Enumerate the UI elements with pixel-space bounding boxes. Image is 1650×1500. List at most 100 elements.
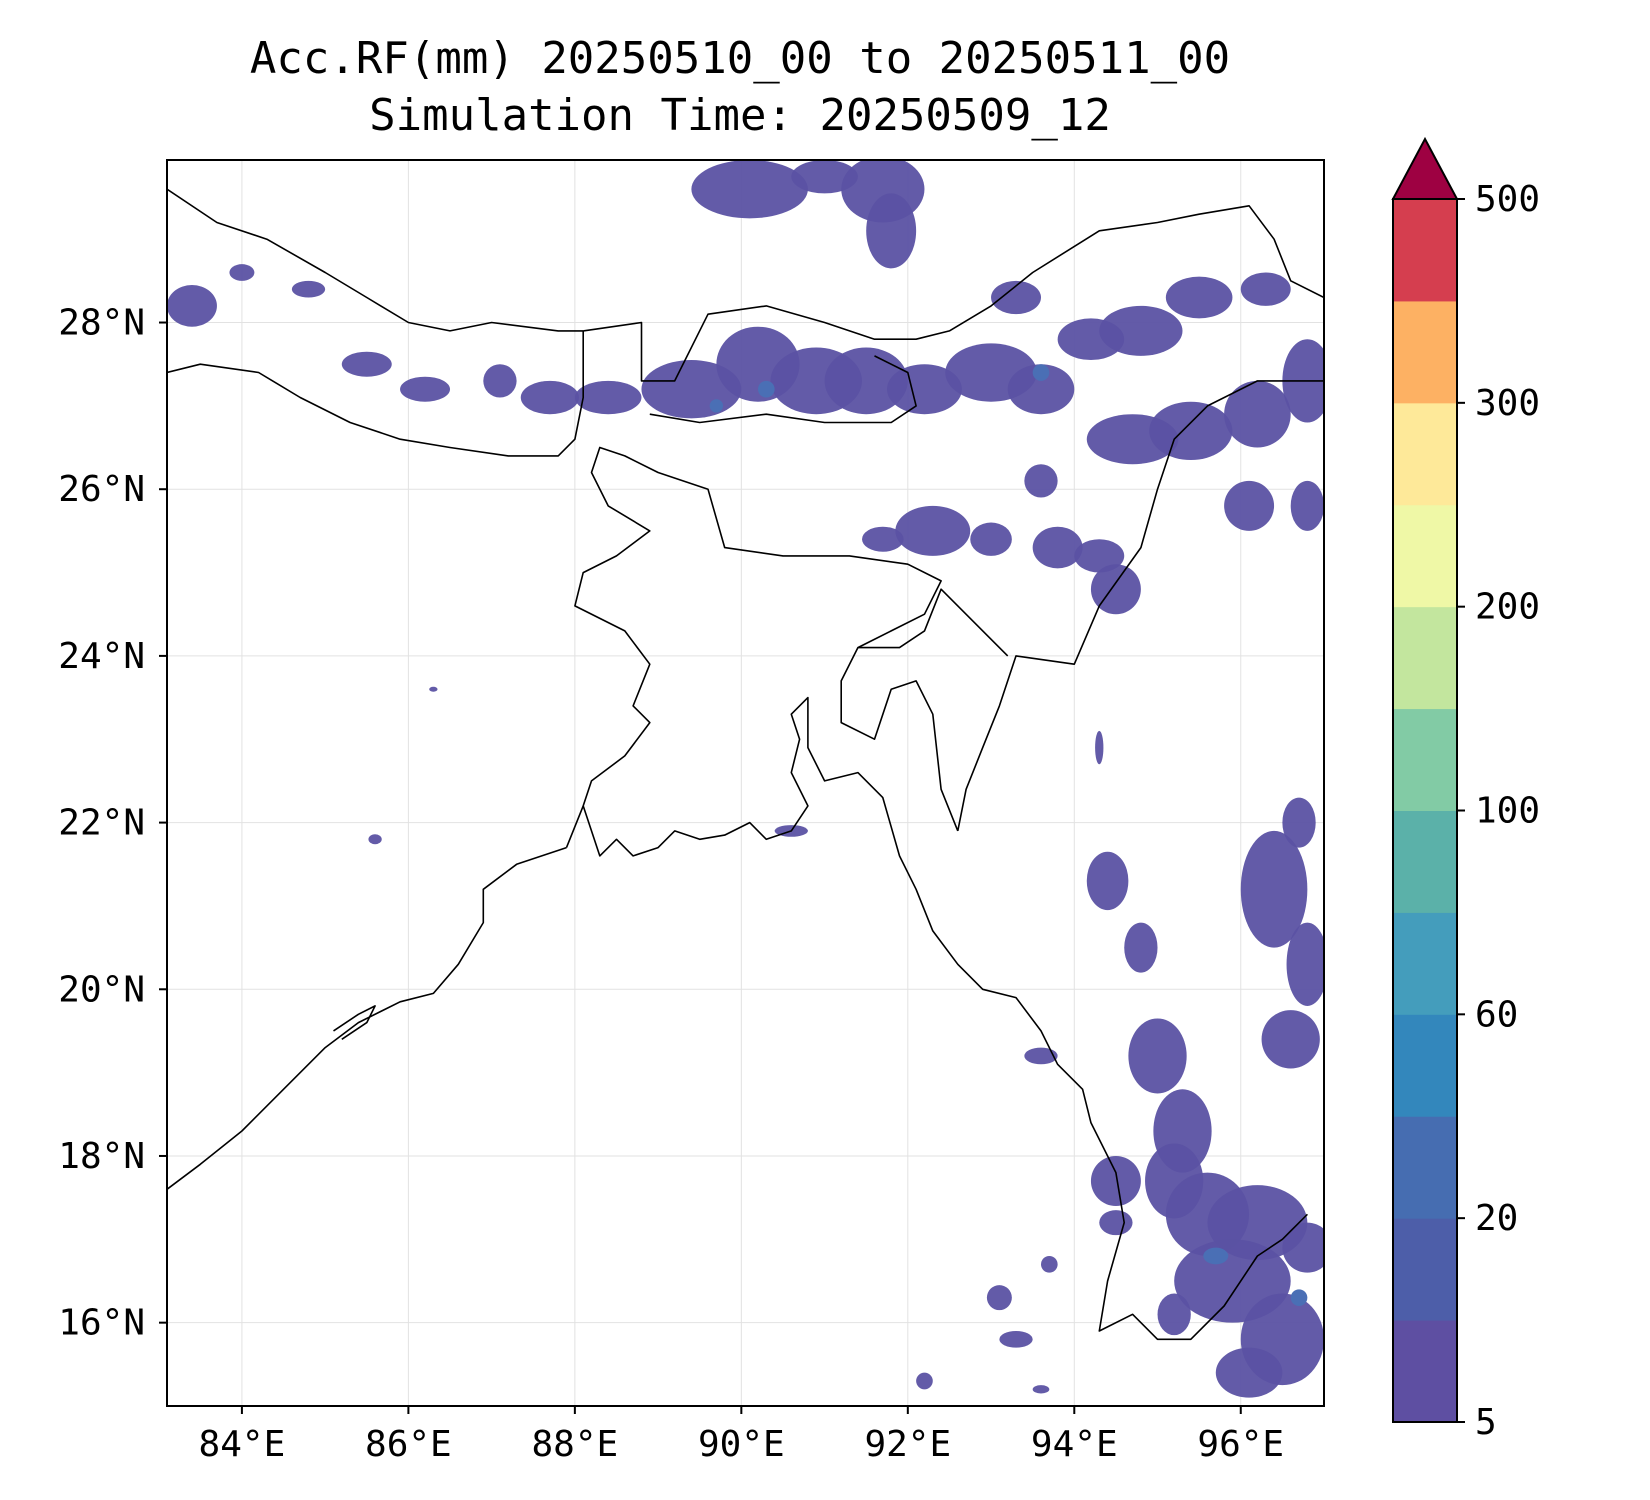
rain-blob bbox=[1224, 380, 1291, 448]
colorbar-segment bbox=[1393, 199, 1457, 302]
lon-tick-label: 96°E bbox=[1197, 1424, 1284, 1465]
rain-blob-heavy bbox=[1290, 1289, 1308, 1306]
rain-blob bbox=[1282, 797, 1316, 848]
rain-blob bbox=[887, 364, 962, 415]
coastline bbox=[565, 696, 1308, 1341]
colorbar-tick-label: 500 bbox=[1475, 179, 1540, 220]
colorbar-segment bbox=[1393, 402, 1457, 506]
rain-blob bbox=[1215, 1347, 1283, 1398]
rain-blob bbox=[229, 264, 255, 281]
rain-blob bbox=[791, 160, 858, 194]
rain-blob bbox=[1165, 276, 1233, 319]
rain-blob bbox=[1240, 272, 1291, 306]
lat-tick-label: 20°N bbox=[58, 969, 145, 1010]
rain-blob-heavy bbox=[1203, 1247, 1229, 1265]
colorbar-segment bbox=[1393, 300, 1457, 404]
gridlines bbox=[167, 160, 1324, 1406]
rain-blob bbox=[824, 347, 908, 415]
colorbar-tick-label: 200 bbox=[1475, 587, 1540, 628]
rain-blob bbox=[1286, 922, 1324, 1006]
latitude-ticks: 16°N 18°N 20°N 22°N 24°N 26°N 28°N bbox=[58, 303, 167, 1344]
colorbar-segment bbox=[1393, 1116, 1457, 1219]
rain-blob bbox=[483, 364, 517, 398]
rain-blob bbox=[1074, 539, 1125, 573]
lon-tick-label: 92°E bbox=[864, 1424, 951, 1465]
lon-tick-label: 94°E bbox=[1031, 1424, 1118, 1465]
rain-blob bbox=[1240, 830, 1308, 948]
rain-blob bbox=[895, 505, 971, 556]
lat-tick-label: 18°N bbox=[58, 1136, 145, 1177]
rain-blob bbox=[991, 280, 1041, 315]
rain-blob bbox=[862, 526, 904, 552]
colorbar-segment bbox=[1393, 606, 1457, 710]
longitude-ticks: 84°E 86°E 88°E 90°E 92°E 94°E 96°E bbox=[199, 1406, 1284, 1465]
coastline bbox=[167, 846, 567, 1190]
rain-blob bbox=[1224, 480, 1275, 531]
lon-tick-label: 84°E bbox=[199, 1424, 286, 1465]
colorbar-extend-arrow bbox=[1391, 136, 1459, 200]
coastline bbox=[167, 188, 584, 332]
rain-blob bbox=[1032, 1385, 1050, 1394]
rain-blob bbox=[691, 160, 808, 219]
colorbar-segment bbox=[1393, 912, 1457, 1015]
colorbar-tick-label: 300 bbox=[1475, 383, 1540, 424]
colorbar: 5 20 60 100 200 300 500 bbox=[1391, 136, 1540, 1443]
rain-blob bbox=[986, 1285, 1012, 1311]
title-line-1: Acc.RF(mm) 20250510_00 to 20250511_00 bbox=[249, 33, 1231, 84]
colorbar-segment bbox=[1393, 708, 1457, 811]
colorbar-tick-label: 5 bbox=[1475, 1402, 1497, 1443]
colorbar-segment bbox=[1393, 810, 1457, 913]
rain-blob bbox=[1095, 730, 1104, 765]
coastlines-and-borders bbox=[167, 188, 1324, 1341]
rain-blob bbox=[1090, 1155, 1141, 1206]
colorbar-segment bbox=[1393, 1014, 1457, 1117]
rain-blob-heavy bbox=[757, 380, 775, 398]
rain-blob bbox=[400, 376, 451, 402]
rain-blob bbox=[1128, 1018, 1187, 1094]
colorbar-tick-label: 20 bbox=[1475, 1198, 1518, 1239]
rain-blob bbox=[866, 193, 917, 269]
map-area bbox=[167, 160, 1324, 1406]
rain-blob bbox=[1157, 1293, 1191, 1336]
lat-tick-label: 26°N bbox=[58, 469, 145, 510]
rain-blob-heavy bbox=[709, 399, 724, 413]
rain-blob bbox=[574, 380, 642, 415]
rain-blob bbox=[291, 280, 326, 298]
coastline bbox=[167, 330, 584, 457]
rain-blob bbox=[1086, 851, 1129, 911]
colorbar-segment bbox=[1393, 1320, 1457, 1423]
rainfall-contours bbox=[167, 160, 1324, 1398]
rain-blob bbox=[167, 285, 217, 327]
map-title: Acc.RF(mm) 20250510_00 to 20250511_00 Si… bbox=[160, 30, 1320, 144]
rain-blob bbox=[1032, 526, 1083, 569]
lon-tick-label: 90°E bbox=[698, 1424, 785, 1465]
coastline bbox=[957, 380, 1324, 832]
coastline bbox=[857, 588, 1009, 657]
rain-blob bbox=[1149, 401, 1233, 461]
lat-tick-label: 16°N bbox=[58, 1303, 145, 1344]
colorbar-tick-label: 100 bbox=[1475, 791, 1540, 832]
rain-blob bbox=[970, 522, 1012, 556]
coastline bbox=[333, 1005, 376, 1040]
rain-blob-heavy bbox=[1032, 364, 1050, 381]
rain-blob bbox=[1290, 480, 1324, 531]
rain-blob bbox=[429, 686, 438, 692]
rain-blob bbox=[1261, 1010, 1320, 1069]
rain-blob bbox=[1099, 305, 1183, 356]
lon-tick-label: 88°E bbox=[532, 1424, 619, 1465]
title-line-2: Simulation Time: 20250509_12 bbox=[369, 90, 1111, 141]
colorbar-segment bbox=[1393, 504, 1457, 608]
rain-blob bbox=[1282, 1222, 1324, 1273]
lat-tick-label: 24°N bbox=[58, 636, 145, 677]
coastline bbox=[583, 205, 1324, 382]
rain-blob bbox=[520, 380, 580, 415]
lat-tick-label: 28°N bbox=[58, 303, 145, 344]
rain-blob bbox=[999, 1330, 1033, 1348]
rain-blob bbox=[1024, 1047, 1058, 1065]
lat-tick-label: 22°N bbox=[58, 803, 145, 844]
lon-tick-label: 86°E bbox=[365, 1424, 452, 1465]
rain-blob bbox=[1124, 922, 1158, 973]
colorbar-tick-label: 60 bbox=[1475, 994, 1518, 1035]
rain-blob bbox=[368, 834, 382, 845]
